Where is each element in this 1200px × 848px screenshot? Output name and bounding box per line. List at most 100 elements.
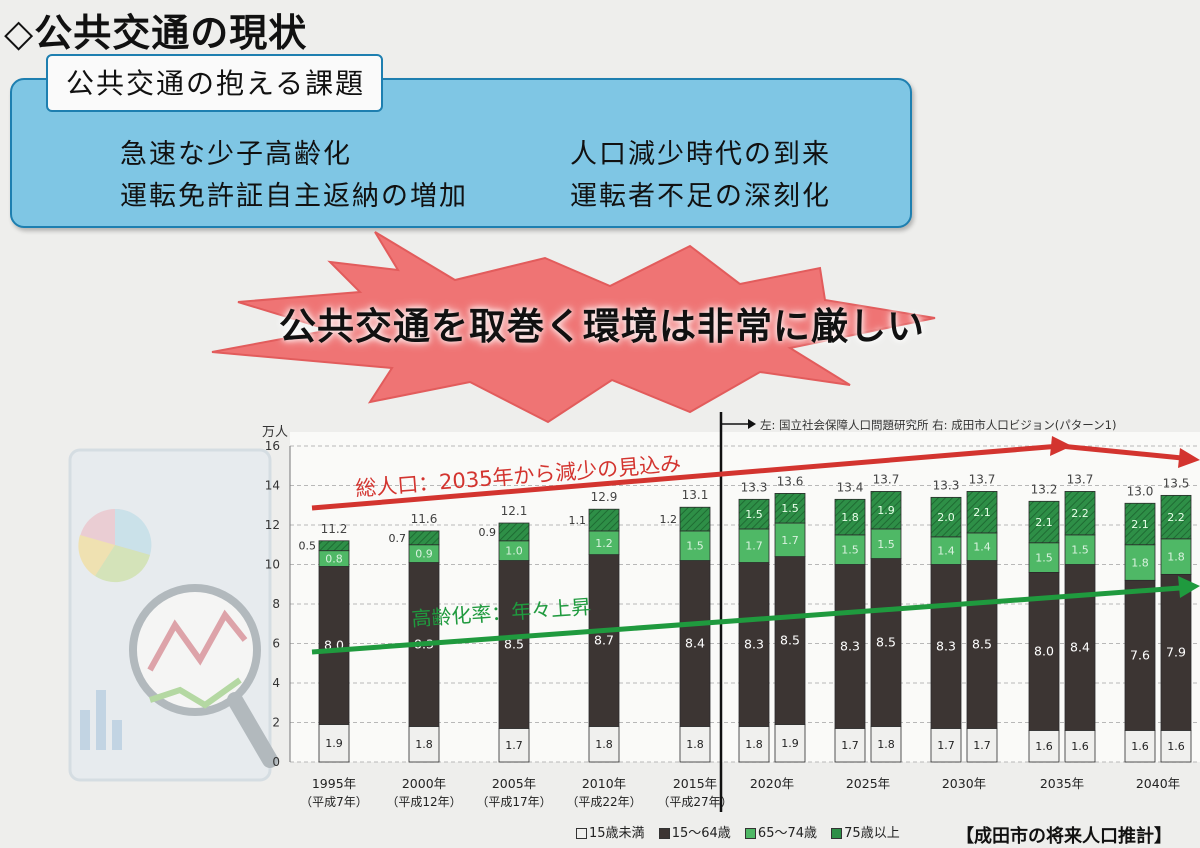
x-tick-label: 2020年	[750, 776, 794, 791]
x-era-label: （平成27年）	[657, 795, 732, 809]
data-label-15-64: 8.5	[876, 635, 896, 650]
bar-segment-under15	[738, 726, 770, 763]
data-label-75plus: 2.2	[1167, 511, 1185, 524]
bar-segment-under15	[966, 728, 998, 763]
bar-segment-under15	[1028, 730, 1060, 763]
data-label-under15: 1.9	[325, 737, 343, 750]
y-tick-label: 8	[272, 597, 280, 611]
bar-segment-65-74	[930, 536, 962, 565]
data-label-75plus: 1.5	[781, 502, 799, 515]
data-label-65-74: 1.7	[781, 534, 799, 547]
bar-segment-75plus	[498, 522, 530, 542]
callout-text: 公共交通を取巻く環境は非常に厳しい	[279, 305, 925, 348]
data-label-under15: 1.7	[937, 739, 955, 752]
x-tick-label: 1995年	[312, 776, 356, 791]
issue-item-aging: 急速な少子高齢化	[120, 139, 352, 170]
bar-segment-65-74	[834, 534, 866, 565]
y-tick-label: 6	[272, 637, 280, 651]
bar-segment-under15	[318, 724, 350, 763]
data-label-under15: 1.9	[781, 737, 799, 750]
bar-segment-65-74	[1064, 534, 1096, 565]
bar-segment-75plus	[738, 498, 770, 530]
data-label-15-64: 8.0	[1034, 643, 1054, 658]
bar-segment-75plus	[1160, 494, 1192, 540]
bar-segment-under15	[1124, 730, 1156, 763]
data-label-65-74: 1.4	[937, 545, 955, 558]
total-label: 11.2	[321, 522, 348, 536]
data-label-15-64: 8.3	[840, 638, 860, 653]
bar-segment-75plus	[870, 491, 902, 530]
total-label: 13.6	[777, 474, 804, 488]
data-label-75plus: 2.1	[973, 506, 991, 519]
data-label-15-64: 7.6	[1130, 647, 1150, 662]
data-label-under15: 1.7	[841, 739, 859, 752]
x-era-label: （平成7年）	[300, 795, 368, 809]
data-label-under15: 1.6	[1071, 740, 1089, 753]
data-labels: 1.9 8.0 0.8 0.5 11.2 1.8 8.3 0.9 0.7 11.6 1.7 8.5 1.…	[299, 472, 1190, 809]
bar-segment-65-74	[1028, 542, 1060, 573]
data-label-15-64: 7.9	[1166, 644, 1186, 659]
legend-label-under15: 15歳未満	[589, 826, 645, 841]
bar-segment-65-74	[1124, 544, 1156, 581]
data-label-65-74: 1.5	[1035, 552, 1053, 565]
legend-label-15-64: 15〜64歳	[671, 826, 731, 841]
legend-swatch-75plus	[831, 828, 843, 839]
y-tick-label: 0	[272, 755, 280, 769]
legend-label-65-74: 65〜74歳	[757, 826, 818, 841]
bar-segment-75plus	[774, 492, 806, 524]
data-label-under15: 1.6	[1131, 740, 1149, 753]
total-label: 12.9	[591, 490, 618, 504]
bar-segment-75plus	[408, 530, 440, 546]
bar-segment-75plus	[1064, 491, 1096, 536]
bar-segment-15-64	[498, 560, 530, 729]
data-label-65-74: 0.8	[325, 553, 343, 566]
bar-segment-65-74	[966, 532, 998, 561]
y-tick-label: 10	[265, 558, 280, 572]
aging-trend-arrow-head	[1178, 576, 1200, 598]
total-label: 13.7	[873, 472, 900, 486]
bar-segment-15-64	[588, 554, 620, 727]
chart-legend: 15歳未満 15〜64歳 65〜74歳 75歳以上	[566, 822, 900, 841]
data-label-15-64: 8.3	[936, 638, 956, 653]
total-label: 13.4	[837, 480, 864, 494]
data-label-under15: 1.8	[877, 738, 895, 751]
bar-segment-65-74	[1160, 538, 1192, 575]
x-tick-label: 2030年	[942, 776, 986, 791]
bar-segment-75plus	[318, 540, 350, 552]
data-label-15-64: 8.3	[744, 636, 764, 651]
total-label: 13.5	[1163, 476, 1190, 490]
total-trend-arrow-mid	[1050, 436, 1072, 456]
x-era-label: （平成12年）	[386, 795, 461, 809]
bar-segment-15-64	[834, 564, 866, 729]
bar-segment-15-64	[679, 560, 711, 727]
data-label-under15: 1.8	[415, 738, 433, 751]
data-label-75plus: 1.5	[745, 508, 763, 521]
data-label-under15: 1.8	[595, 738, 613, 751]
data-label-65-74: 1.0	[505, 545, 523, 558]
data-label-under15: 1.6	[1035, 740, 1053, 753]
y-tick-label: 2	[272, 716, 280, 730]
bar-segment-15-64	[1124, 579, 1156, 731]
bar-segment-75plus	[930, 496, 962, 538]
legend-label-75plus: 75歳以上	[844, 826, 900, 841]
data-label-75plus: 2.1	[1035, 516, 1053, 529]
data-label-15-64: 8.5	[972, 636, 992, 651]
data-label-75plus: 2.1	[1131, 518, 1149, 531]
bar-segment-under15	[1064, 730, 1096, 763]
y-tick-label: 16	[265, 439, 280, 453]
chart-illustration-icon	[68, 448, 278, 782]
data-label-75plus: 0.7	[389, 532, 407, 545]
legend-swatch-15-64	[658, 828, 670, 839]
data-label-15-64: 8.4	[685, 636, 705, 651]
legend-swatch-65-74	[744, 828, 756, 839]
bar-segment-under15	[588, 726, 620, 763]
issue-item-population-decline: 人口減少時代の到来	[570, 139, 831, 170]
y-axis-unit-label: 万人	[262, 425, 288, 440]
y-tick-label: 12	[265, 518, 280, 532]
aging-trend-arrow	[311, 585, 1181, 655]
data-label-under15: 1.6	[1167, 740, 1185, 753]
total-label: 13.3	[741, 480, 768, 494]
x-tick-label: 2005年	[492, 776, 536, 791]
total-label: 13.7	[969, 472, 996, 486]
